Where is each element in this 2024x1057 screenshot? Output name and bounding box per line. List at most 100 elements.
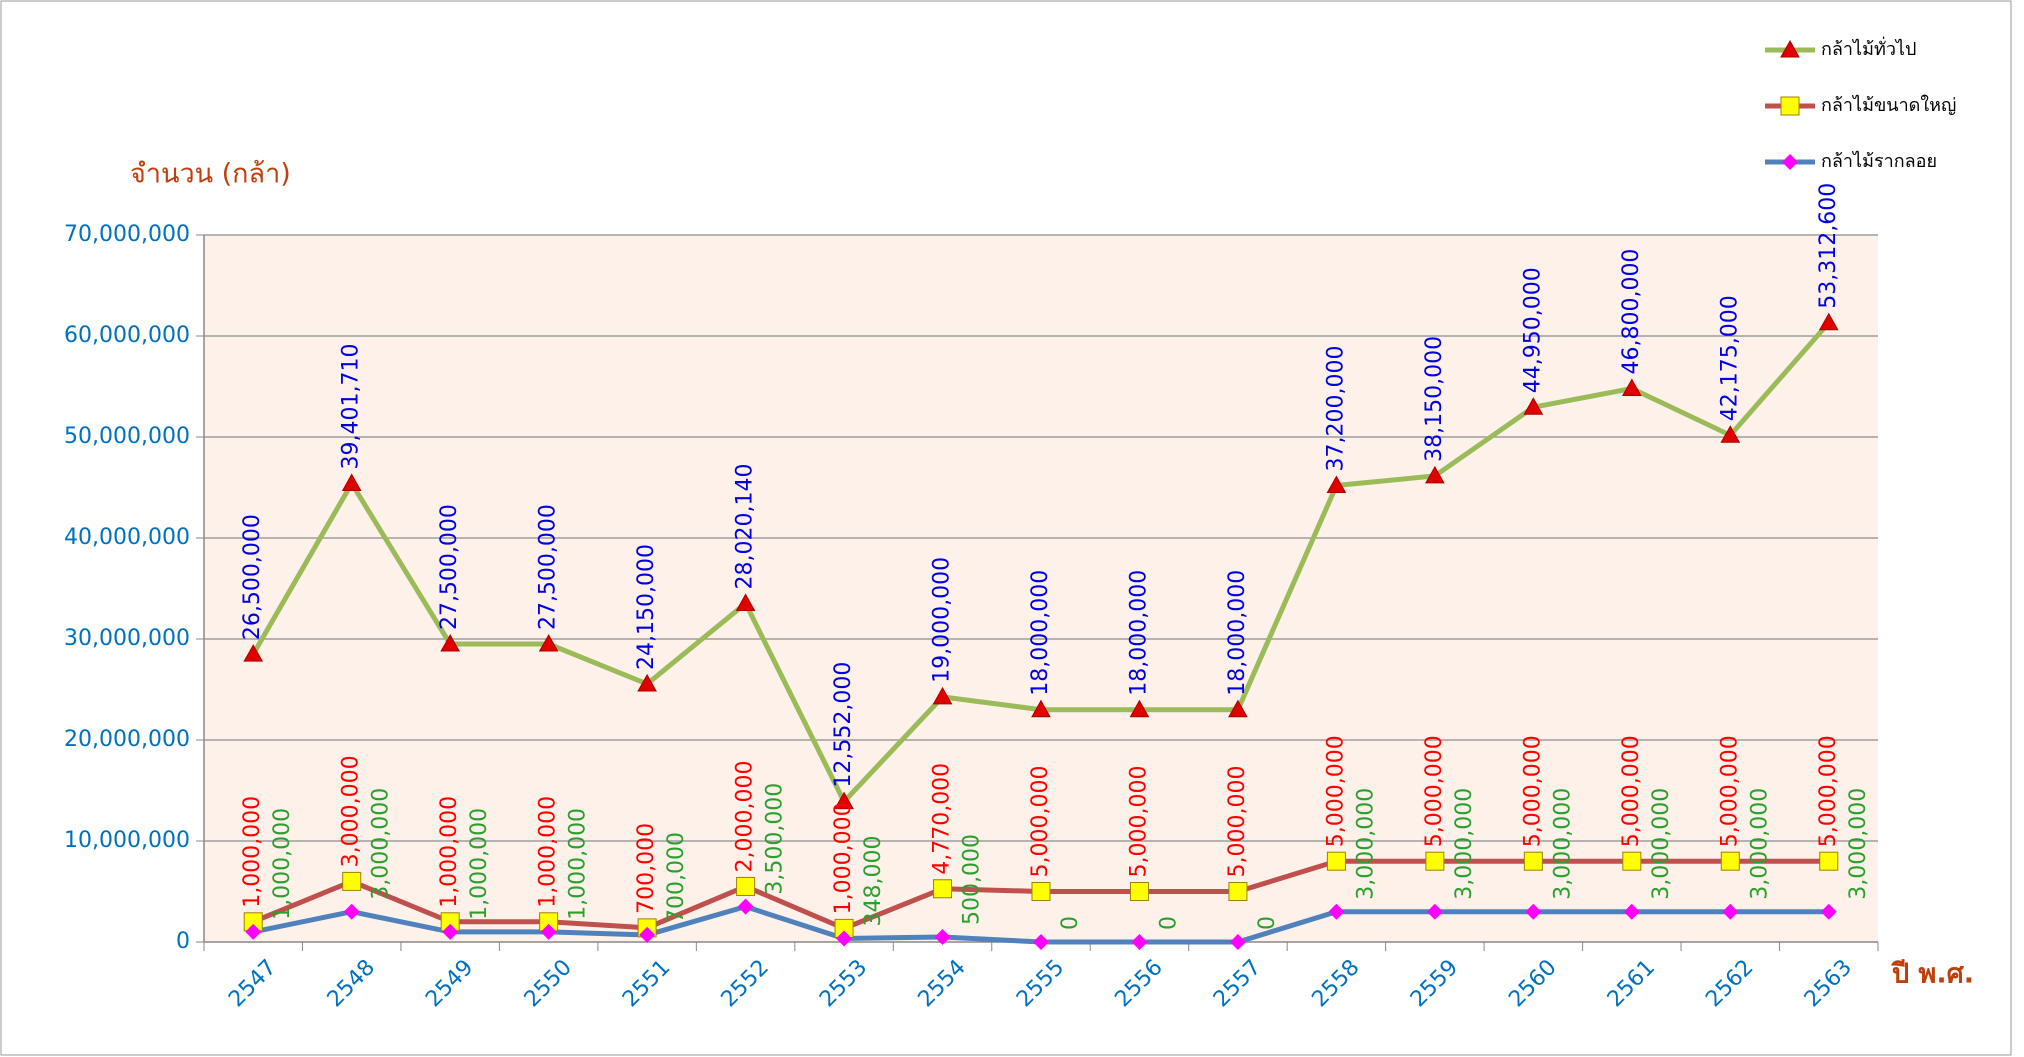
data-label: 1,000,000 — [437, 796, 462, 908]
point — [1129, 882, 1149, 901]
data-label: 26,500,000 — [240, 514, 265, 640]
data-label: 3,000,000 — [369, 788, 394, 900]
point — [1131, 934, 1148, 950]
data-label: 5,000,000 — [1816, 735, 1841, 847]
data-label: 5,000,000 — [1422, 735, 1447, 847]
data-label: 5,000,000 — [1323, 735, 1348, 847]
data-label: 0 — [1156, 916, 1181, 930]
point — [540, 923, 557, 940]
point — [1031, 882, 1051, 901]
data-label: 38,150,000 — [1422, 336, 1447, 462]
data-label: 500,000 — [960, 834, 985, 925]
data-label: 27,500,000 — [536, 504, 561, 630]
y-tick-label: 70,000,000 — [64, 222, 190, 247]
point — [932, 686, 953, 705]
data-label: 3,000,000 — [1649, 788, 1674, 900]
point — [1820, 903, 1837, 920]
point — [1623, 903, 1640, 920]
data-label: 1,000,000 — [536, 796, 561, 908]
point — [1326, 851, 1346, 871]
data-label: 3,000,000 — [339, 755, 364, 867]
legend-label: กล้าไม้ขนาดใหญ่ — [1821, 94, 1956, 116]
point — [343, 903, 360, 920]
data-label: 5,000,000 — [1225, 766, 1250, 878]
data-label: 3,500,000 — [763, 783, 788, 895]
point — [245, 923, 262, 940]
legend-marker — [1782, 154, 1798, 170]
y-tick-label: 0 — [176, 929, 190, 954]
data-label: 44,950,000 — [1520, 267, 1545, 393]
point — [1326, 475, 1347, 493]
point — [1525, 903, 1542, 920]
point — [1819, 851, 1839, 871]
data-label: 53,312,600 — [1816, 183, 1841, 309]
data-label: 18,000,000 — [1028, 570, 1053, 696]
point — [1426, 903, 1443, 920]
point — [1228, 882, 1248, 901]
data-label: 5,000,000 — [1028, 766, 1053, 878]
point — [1328, 903, 1345, 920]
data-label: 1,000,000 — [566, 808, 591, 920]
point — [1033, 934, 1049, 950]
data-label: 46,800,000 — [1619, 249, 1644, 375]
point — [1229, 934, 1246, 950]
legend-marker — [1780, 96, 1800, 116]
data-label: 5,000,000 — [1717, 735, 1742, 847]
point — [440, 634, 461, 652]
point — [1621, 378, 1642, 397]
point — [1031, 699, 1051, 718]
data-label: 1,000,000 — [831, 802, 856, 914]
data-label: 27,500,000 — [437, 504, 462, 630]
data-label: 19,000,000 — [930, 557, 955, 683]
data-label: 37,200,000 — [1323, 346, 1348, 472]
point — [737, 898, 754, 915]
x-axis-label: ปี พ.ศ. — [1891, 959, 1974, 990]
legend-label: กล้าไม้ทั่วไป — [1821, 36, 1916, 60]
data-label: 18,000,000 — [1225, 570, 1250, 696]
point — [836, 930, 853, 947]
y-axis-label: จำนวน (กล้า) — [130, 159, 291, 190]
data-label: 24,150,000 — [634, 544, 659, 670]
point — [1425, 851, 1445, 871]
data-label: 42,175,000 — [1717, 295, 1742, 421]
data-label: 2,000,000 — [733, 760, 758, 872]
point — [934, 928, 951, 945]
data-label: 3,000,000 — [1846, 788, 1871, 900]
y-tick-label: 50,000,000 — [64, 424, 190, 449]
data-label: 0 — [1058, 916, 1083, 930]
y-tick-label: 40,000,000 — [64, 525, 190, 550]
point — [1722, 903, 1739, 920]
point — [1818, 312, 1839, 331]
data-label: 0 — [1255, 916, 1280, 930]
data-label: 1,000,000 — [467, 808, 492, 920]
data-label: 5,000,000 — [1520, 735, 1545, 847]
point — [342, 871, 362, 891]
point — [442, 923, 459, 940]
point — [639, 926, 656, 943]
data-label: 18,000,000 — [1126, 570, 1151, 696]
data-label: 3,000,000 — [1747, 788, 1772, 900]
data-label: 1,000,000 — [240, 796, 265, 908]
legend-marker — [1780, 39, 1800, 58]
data-label: 5,000,000 — [1126, 766, 1151, 878]
data-label: 12,552,000 — [831, 662, 856, 788]
point — [1228, 699, 1248, 718]
data-label: 39,401,710 — [339, 343, 364, 469]
data-label: 700,000 — [664, 832, 689, 923]
point — [933, 879, 953, 899]
point — [735, 593, 756, 611]
data-label: 3,000,000 — [1452, 788, 1477, 900]
y-tick-label: 60,000,000 — [64, 323, 190, 348]
point — [1425, 465, 1445, 484]
data-label: 700,000 — [634, 823, 659, 914]
data-label: 28,020,140 — [733, 463, 758, 589]
y-tick-label: 20,000,000 — [64, 727, 190, 752]
point — [243, 644, 264, 662]
point — [538, 634, 559, 652]
point — [1720, 851, 1740, 871]
y-tick-label: 10,000,000 — [64, 828, 190, 853]
point — [834, 791, 854, 810]
point — [637, 673, 657, 692]
point — [341, 473, 362, 491]
